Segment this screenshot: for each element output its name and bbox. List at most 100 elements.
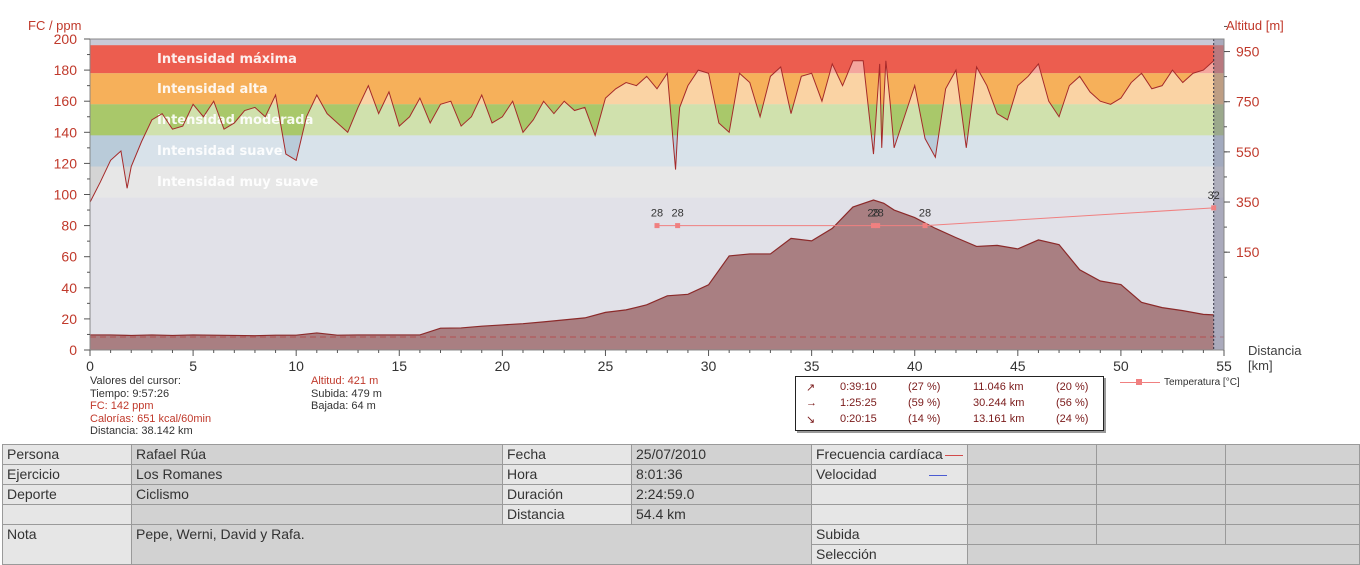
temperature-point <box>875 223 881 229</box>
empty-cell <box>131 504 503 525</box>
fc-legend-cell[interactable]: Frecuencia cardíaca <box>811 444 968 465</box>
slope-stats-box: ↗ 0:39:10 (27 %) 11.046 km (20 %) → 1:25… <box>795 376 1104 431</box>
x-axis-tick-label: 35 <box>804 358 820 374</box>
x-axis-tick-label: 0 <box>86 358 94 374</box>
x-axis-tick-label: 25 <box>598 358 614 374</box>
zone-label: Intensidad suave <box>157 144 283 159</box>
left-axis-tick-label: 20 <box>61 311 77 327</box>
empty-cell <box>1224 484 1360 505</box>
right-axis-tick-label: 750 <box>1236 94 1260 110</box>
stats-pct-dist: (24 %) <box>1056 413 1089 425</box>
stats-pct-time: (59 %) <box>908 397 941 409</box>
intensity-zones: Intensidad máxima Intensidad alta Intensid… <box>90 45 1224 198</box>
empty-cell <box>1095 504 1226 525</box>
temperature-label: 28 <box>651 208 663 220</box>
left-axis-tick-label: 80 <box>61 218 77 234</box>
distancia-label: Distancia <box>502 504 632 525</box>
left-axis-tick-label: 0 <box>69 342 77 358</box>
deporte-label: Deporte <box>2 484 132 505</box>
altitude-area <box>90 39 1224 350</box>
empty-cell <box>1224 524 1360 545</box>
cursor-subida: Subida: 479 m <box>311 387 382 400</box>
ejercicio-value[interactable]: Los Romanes <box>131 464 503 485</box>
cursor-tiempo: Tiempo: 9:57:26 <box>90 387 170 400</box>
distancia-value[interactable]: 54.4 km <box>631 504 812 525</box>
empty-cell <box>1224 444 1360 465</box>
cursor-title: Valores del cursor: <box>90 375 181 387</box>
temperature-legend[interactable]: Temperatura [°C] <box>1120 377 1240 388</box>
cursor-fc: FC: 142 ppm <box>90 400 154 412</box>
velocidad-legend-swatch <box>929 474 948 476</box>
stats-row-uphill: ↗ 0:39:10 (27 %) 11.046 km (20 %) <box>796 381 1103 397</box>
zone-band <box>90 104 1224 136</box>
axes: 0204060801001201401601802001503505507509… <box>54 25 1260 374</box>
exercise-info-table: Persona Rafael Rúa Fecha 25/07/2010 Frec… <box>2 444 1360 565</box>
empty-cell <box>1224 464 1360 485</box>
nota-value[interactable]: Pepe, Werni, David y Rafa. <box>131 524 812 565</box>
right-axis-tick-label: 350 <box>1236 194 1260 210</box>
right-axis-title: Altitud [m] <box>1226 18 1284 33</box>
temperature-point <box>675 223 681 229</box>
flat-arrow-icon: → <box>806 397 817 409</box>
x-axis-tick-label: 20 <box>495 358 511 374</box>
velocidad-legend-label: Velocidad <box>816 466 877 482</box>
left-axis-tick-label: 160 <box>54 93 78 109</box>
velocidad-legend-cell[interactable]: Velocidad <box>811 464 968 485</box>
temperature-legend-label: Temperatura [°C] <box>1164 377 1240 388</box>
right-axis-tick-label: 950 <box>1236 44 1260 60</box>
temperature-label: 28 <box>919 208 931 220</box>
duracion-value[interactable]: 2:24:59.0 <box>631 484 812 505</box>
cursor-bajada: Bajada: 64 m <box>311 400 376 412</box>
left-axis-tick-label: 200 <box>54 31 78 47</box>
temperature-label: 28 <box>671 208 683 220</box>
cursor-altitude-panel: Altitud: 421 m Subida: 479 m Bajada: 64 … <box>311 375 382 413</box>
zone-label: Intensidad moderada <box>157 113 313 128</box>
table-row: Deporte Ciclismo Duración 2:24:59.0 <box>2 484 1360 505</box>
empty-cell <box>811 504 968 525</box>
x-axis-unit: [km] <box>1248 358 1273 373</box>
fc-legend-swatch <box>944 454 963 456</box>
hora-label: Hora <box>502 464 632 485</box>
stats-row-downhill: ↘ 0:20:15 (14 %) 13.161 km (24 %) <box>796 413 1103 429</box>
temperature-point <box>654 223 660 229</box>
zone-label: Intensidad máxima <box>157 52 297 67</box>
seleccion-label: Selección <box>811 544 968 565</box>
right-axis-tick-label: 550 <box>1236 144 1260 160</box>
zone-label: Intensidad muy suave <box>157 175 319 190</box>
zone-band <box>90 166 1224 198</box>
stats-pct-dist: (20 %) <box>1056 381 1089 393</box>
x-axis-tick-label: 45 <box>1010 358 1026 374</box>
table-row: Nota Pepe, Werni, David y Rafa. Subida <box>2 524 1360 565</box>
empty-cell <box>1095 524 1226 545</box>
empty-cell <box>1095 464 1226 485</box>
x-axis-tick-label: 10 <box>288 358 304 374</box>
altitude-fill <box>90 200 1214 350</box>
deporte-value[interactable]: Ciclismo <box>131 484 503 505</box>
left-axis-tick-label: 180 <box>54 62 78 78</box>
temperature-label: 28 <box>871 208 883 220</box>
cursor-calorias: Calorías: 651 kcal/60min <box>90 412 212 425</box>
temperature-label: 32 <box>1208 190 1220 202</box>
table-row: Distancia 54.4 km <box>2 504 1360 525</box>
stats-pct-dist: (56 %) <box>1056 397 1089 409</box>
zone-label: Intensidad alta <box>157 82 268 97</box>
cursor-distancia: Distancia: 38.142 km <box>90 425 193 437</box>
left-axis-tick-label: 120 <box>54 155 78 171</box>
empty-cell <box>966 464 1097 485</box>
table-row: Selección <box>3 544 1360 565</box>
empty-cell <box>966 524 1097 545</box>
empty-cell <box>966 484 1097 505</box>
fecha-value[interactable]: 25/07/2010 <box>631 444 812 465</box>
left-axis-tick-label: 60 <box>61 249 77 265</box>
downhill-arrow-icon: ↘ <box>806 414 816 426</box>
x-axis-tick-label: 50 <box>1113 358 1129 374</box>
temperature-point <box>1211 205 1217 211</box>
chart-svg[interactable]: Intensidad máxima Intensidad alta Intensid… <box>0 0 1360 440</box>
stats-time: 0:39:10 <box>840 381 877 393</box>
hora-value[interactable]: 8:01:36 <box>631 464 812 485</box>
x-axis-tick-label: 5 <box>189 358 197 374</box>
x-axis-title: Distancia <box>1248 343 1302 358</box>
empty-cell <box>966 444 1097 465</box>
x-axis-tick-label: 55 <box>1216 358 1232 374</box>
persona-value[interactable]: Rafael Rúa <box>131 444 503 465</box>
